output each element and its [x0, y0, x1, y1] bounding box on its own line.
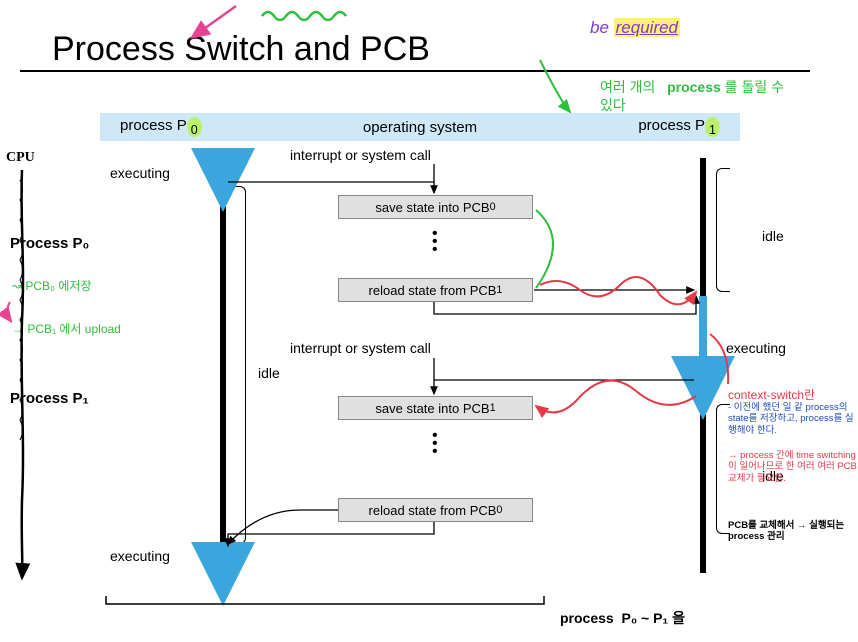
- brace-p1-idle-top: [716, 168, 730, 292]
- ann-bottom-process: process P₀ ~ P₁ 을: [560, 608, 685, 628]
- idle-p0: idle: [258, 365, 280, 381]
- brace-p0-idle: [232, 186, 246, 544]
- ann-top-green: 여러 개의 process 를 돌릴 수있다: [600, 78, 830, 114]
- ann-blue-note: - 이전에 했던 일 같 process의 state를 저장하고, proce…: [728, 402, 858, 436]
- red-squiggle-2: [536, 381, 696, 413]
- bottom-bracket: [106, 596, 544, 604]
- ann-cpu-label: CPU: [6, 150, 35, 166]
- timeline-p0: [220, 158, 226, 573]
- green-squiggle-top: [262, 12, 346, 20]
- title-underline: [20, 70, 810, 72]
- ann-pcb0-save: ↝ PCB₀ 에저장: [12, 277, 92, 294]
- executing-p1: executing: [726, 340, 786, 356]
- interrupt-label-1: interrupt or system call: [290, 147, 431, 163]
- executing-p0-bot: executing: [110, 548, 170, 564]
- dots-2: •••: [432, 432, 438, 456]
- ann-be-required: be be requiredrequired: [590, 18, 680, 38]
- box-save-pcb1: save state into PCB1: [338, 396, 533, 420]
- timeline-p1: [700, 158, 706, 573]
- box-reload-pcb1: reload state from PCB1: [338, 278, 533, 302]
- idle-p1-top: idle: [762, 228, 784, 244]
- pink-curve-left: [7, 302, 10, 320]
- ann-process-p1: Process P₁: [10, 390, 89, 407]
- cpu-time-axis: [22, 170, 23, 578]
- ann-pcb1-upload: → PCB₁ 에서 upload: [12, 320, 121, 337]
- ann-context-switch: context-switch란: [728, 386, 858, 403]
- ann-black-note: PCB를 교체해서 → 실행되는 process 관리: [728, 520, 858, 543]
- diagram-header: process P0 operating system process P1: [100, 113, 740, 141]
- red-squiggle-1: [540, 277, 696, 304]
- header-os: operating system: [363, 119, 477, 136]
- interrupt-label-2: interrupt or system call: [290, 340, 431, 356]
- ann-red-note: → process 간에 time switching 이 일어나므로 한 여러…: [728, 450, 858, 484]
- header-process-p1: process P1: [638, 117, 720, 137]
- dots-1: •••: [432, 230, 438, 254]
- ann-process-p0: Process P₀: [10, 235, 89, 252]
- box-save-pcb0: save state into PCB0: [338, 195, 533, 219]
- executing-p0-top: executing: [110, 165, 170, 181]
- green-curve-save-reload: [536, 210, 553, 288]
- header-process-p0: process P0: [120, 117, 202, 137]
- slide-title: Process Switch and PCB: [52, 30, 430, 69]
- box-reload-pcb0: reload state from PCB0: [338, 498, 533, 522]
- green-curve-title: [540, 60, 570, 112]
